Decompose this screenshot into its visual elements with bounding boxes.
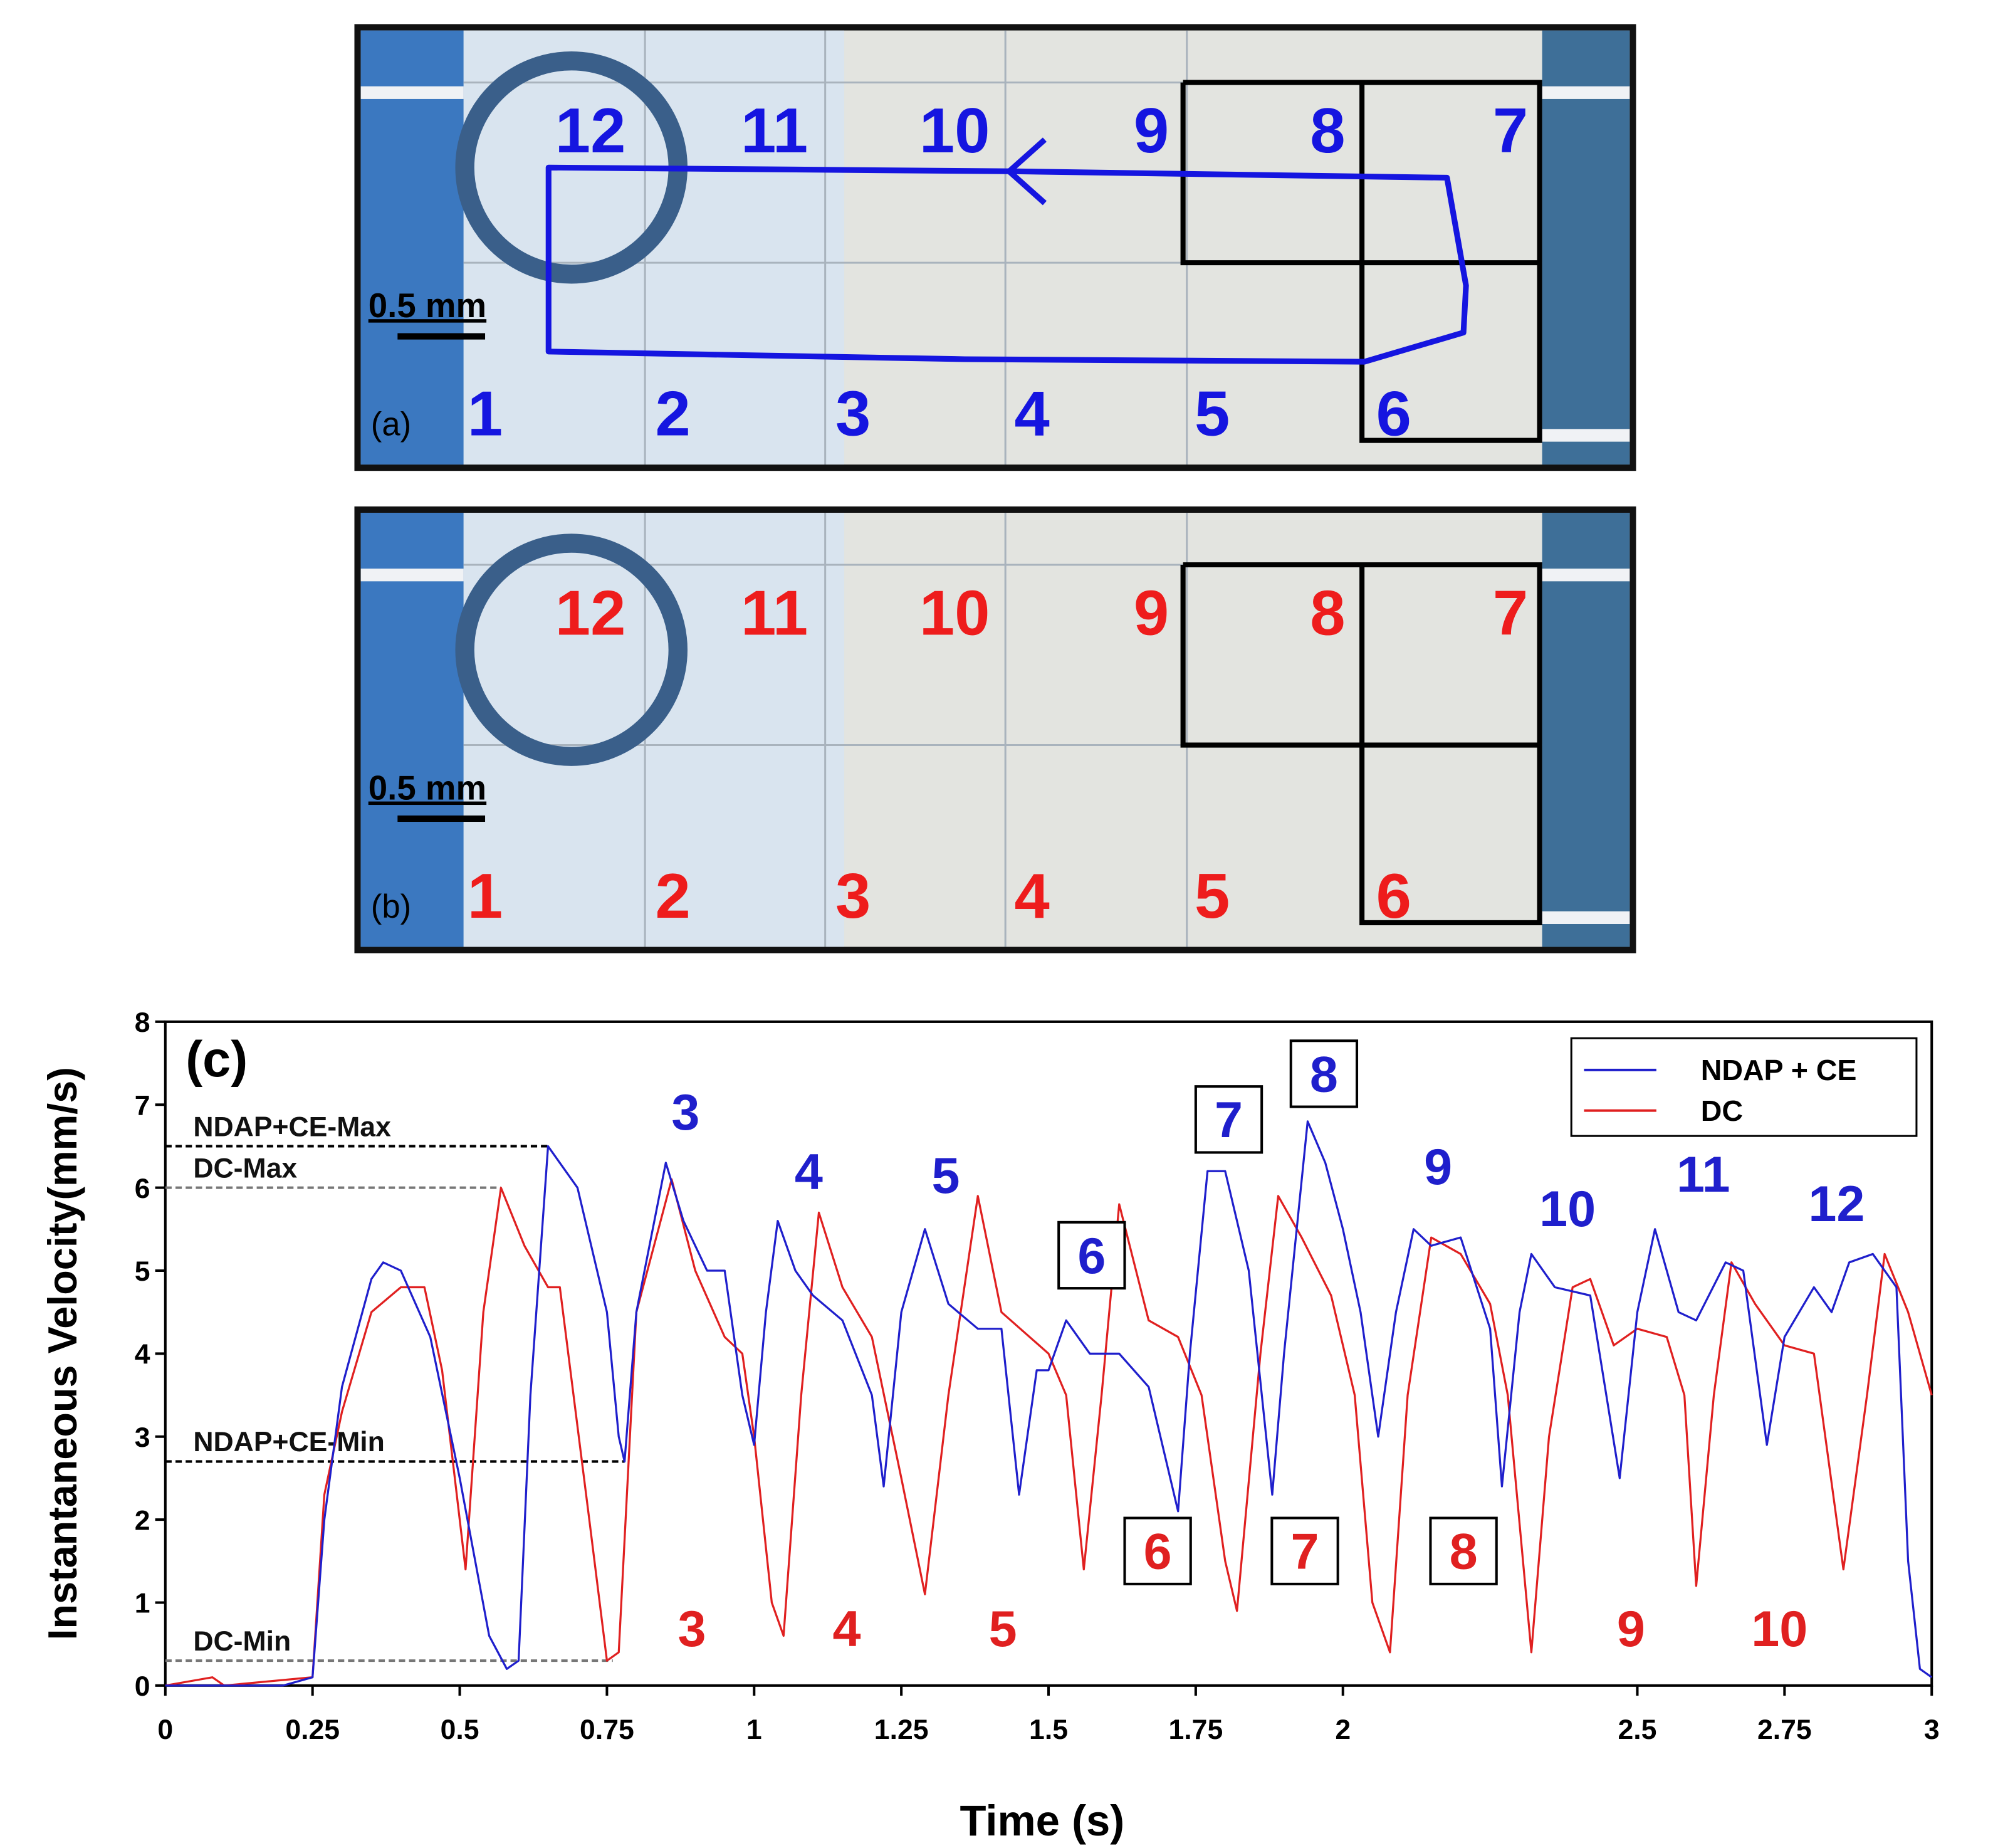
electrode-gap xyxy=(361,569,464,581)
panel-label: (a) xyxy=(371,406,411,443)
electrode-gap xyxy=(1542,429,1630,441)
scale-label: 0.5 mm xyxy=(369,286,486,325)
scale-label: 0.5 mm xyxy=(369,769,486,807)
electrode-number: 11 xyxy=(741,577,808,648)
x-tick-label: 3 xyxy=(1924,1714,1940,1745)
electrode-number: 11 xyxy=(741,95,808,166)
panel-label: (b) xyxy=(371,888,411,925)
electrode-number: 10 xyxy=(919,577,990,648)
electrode-number: 7 xyxy=(1493,95,1528,166)
electrode-number: 2 xyxy=(656,378,691,449)
annotation: 12 xyxy=(1808,1176,1865,1232)
annotation: 3 xyxy=(678,1601,706,1657)
electrode-number: 3 xyxy=(835,378,871,449)
y-tick-label: 0 xyxy=(135,1671,150,1702)
annotation: 4 xyxy=(795,1144,823,1200)
legend-box xyxy=(1571,1038,1917,1136)
x-tick-label: 1.5 xyxy=(1029,1714,1068,1745)
electrode-gap xyxy=(361,87,464,99)
electrode-number: 8 xyxy=(1310,95,1345,166)
annotation: 9 xyxy=(1617,1601,1645,1657)
y-tick-label: 1 xyxy=(135,1588,150,1619)
reference-label: NDAP+CE-Min xyxy=(193,1427,385,1457)
electrode-number: 12 xyxy=(555,577,626,648)
x-tick-label: 0.75 xyxy=(580,1714,634,1745)
x-tick-label: 1 xyxy=(746,1714,762,1745)
electrode-number: 8 xyxy=(1310,577,1345,648)
electrode-gap xyxy=(1542,87,1630,99)
electrode-gap xyxy=(1542,911,1630,924)
y-tick-label: 8 xyxy=(135,1007,150,1038)
annotation: 6 xyxy=(1077,1228,1106,1284)
annotation: 10 xyxy=(1539,1181,1596,1237)
x-tick-label: 2 xyxy=(1335,1714,1351,1745)
panel-label: (c) xyxy=(186,1031,248,1088)
annotation: 4 xyxy=(833,1601,861,1657)
annotation: 10 xyxy=(1751,1601,1807,1657)
electrode-number: 3 xyxy=(835,861,871,932)
electrode-number: 5 xyxy=(1195,378,1230,449)
annotation: 8 xyxy=(1450,1524,1478,1580)
electrode-number: 4 xyxy=(1015,378,1050,449)
annotation: 5 xyxy=(989,1601,1017,1657)
electrode-number: 12 xyxy=(555,95,626,166)
figure: 1234567891011120.5 mm(a)1234567891011120… xyxy=(0,0,1993,1848)
annotation: 3 xyxy=(671,1084,699,1141)
x-tick-label: 2.75 xyxy=(1757,1714,1812,1745)
electrode-number: 6 xyxy=(1376,378,1411,449)
x-tick-label: 0.5 xyxy=(441,1714,479,1745)
legend-label: NDAP + CE xyxy=(1701,1054,1857,1086)
reference-label: DC-Min xyxy=(193,1626,291,1657)
electrode-number: 10 xyxy=(919,95,990,166)
electrode-number: 9 xyxy=(1134,95,1169,166)
y-tick-label: 2 xyxy=(135,1505,150,1536)
electrode-number: 5 xyxy=(1195,861,1230,932)
y-tick-label: 7 xyxy=(135,1090,150,1121)
reference-label: DC-Max xyxy=(193,1153,297,1184)
annotation: 9 xyxy=(1424,1139,1452,1195)
electrode-number: 6 xyxy=(1376,861,1411,932)
x-tick-label: 2.5 xyxy=(1618,1714,1657,1745)
electrode-number: 7 xyxy=(1493,577,1528,648)
electrode-number: 4 xyxy=(1015,861,1050,932)
electrode-number: 2 xyxy=(656,861,691,932)
x-axis-label: Time (s) xyxy=(960,1797,1125,1845)
y-axis-label: Instantaneous Velocity(mm/s) xyxy=(39,1067,85,1640)
x-tick-label: 0.25 xyxy=(285,1714,340,1745)
electrode-gap xyxy=(1542,569,1630,581)
annotation: 6 xyxy=(1144,1524,1172,1580)
electrode-number: 1 xyxy=(468,378,503,449)
y-tick-label: 4 xyxy=(135,1340,150,1370)
annotation: 11 xyxy=(1677,1147,1730,1203)
electrode-number: 9 xyxy=(1134,577,1169,648)
y-tick-label: 3 xyxy=(135,1422,150,1453)
annotation: 5 xyxy=(931,1148,960,1204)
reference-label: NDAP+CE-Max xyxy=(193,1111,391,1142)
annotation: 8 xyxy=(1310,1046,1338,1103)
x-tick-label: 0 xyxy=(157,1714,173,1745)
electrode-number: 1 xyxy=(468,861,503,932)
x-tick-label: 1.25 xyxy=(874,1714,929,1745)
y-tick-label: 6 xyxy=(135,1173,150,1204)
y-tick-label: 5 xyxy=(135,1256,150,1287)
x-tick-label: 1.75 xyxy=(1169,1714,1223,1745)
page: {"panels": [ {"label": "(a)", "scale": "… xyxy=(0,0,1993,1848)
legend-label: DC xyxy=(1701,1095,1743,1127)
annotation: 7 xyxy=(1290,1524,1319,1580)
annotation: 7 xyxy=(1215,1092,1243,1148)
